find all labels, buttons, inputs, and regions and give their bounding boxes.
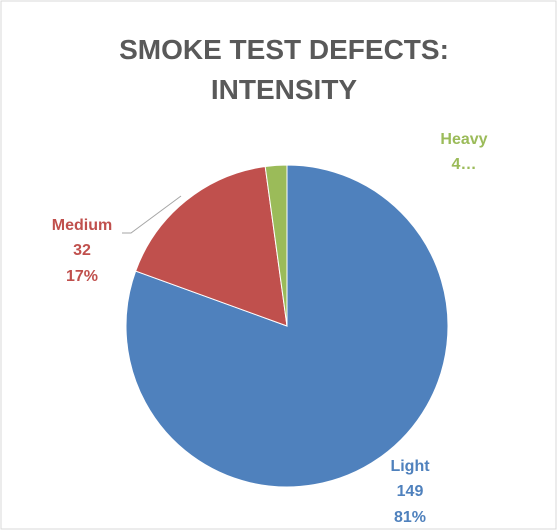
- percent-label: 17%: [66, 268, 98, 285]
- percent-label: 81%: [394, 509, 426, 526]
- leader-line: [122, 195, 182, 234]
- value-label: 149: [397, 483, 424, 500]
- chart-title: SMOKE TEST DEFECTS: INTENSITY: [119, 34, 449, 105]
- value-label: 32: [73, 242, 91, 259]
- slice-label: Heavy: [440, 131, 487, 148]
- value-label: 4…: [452, 156, 477, 173]
- slice-label: Light: [390, 458, 430, 475]
- pie-slice: [135, 165, 288, 327]
- pie-slice: [264, 164, 288, 327]
- slice-label: Medium: [52, 217, 112, 234]
